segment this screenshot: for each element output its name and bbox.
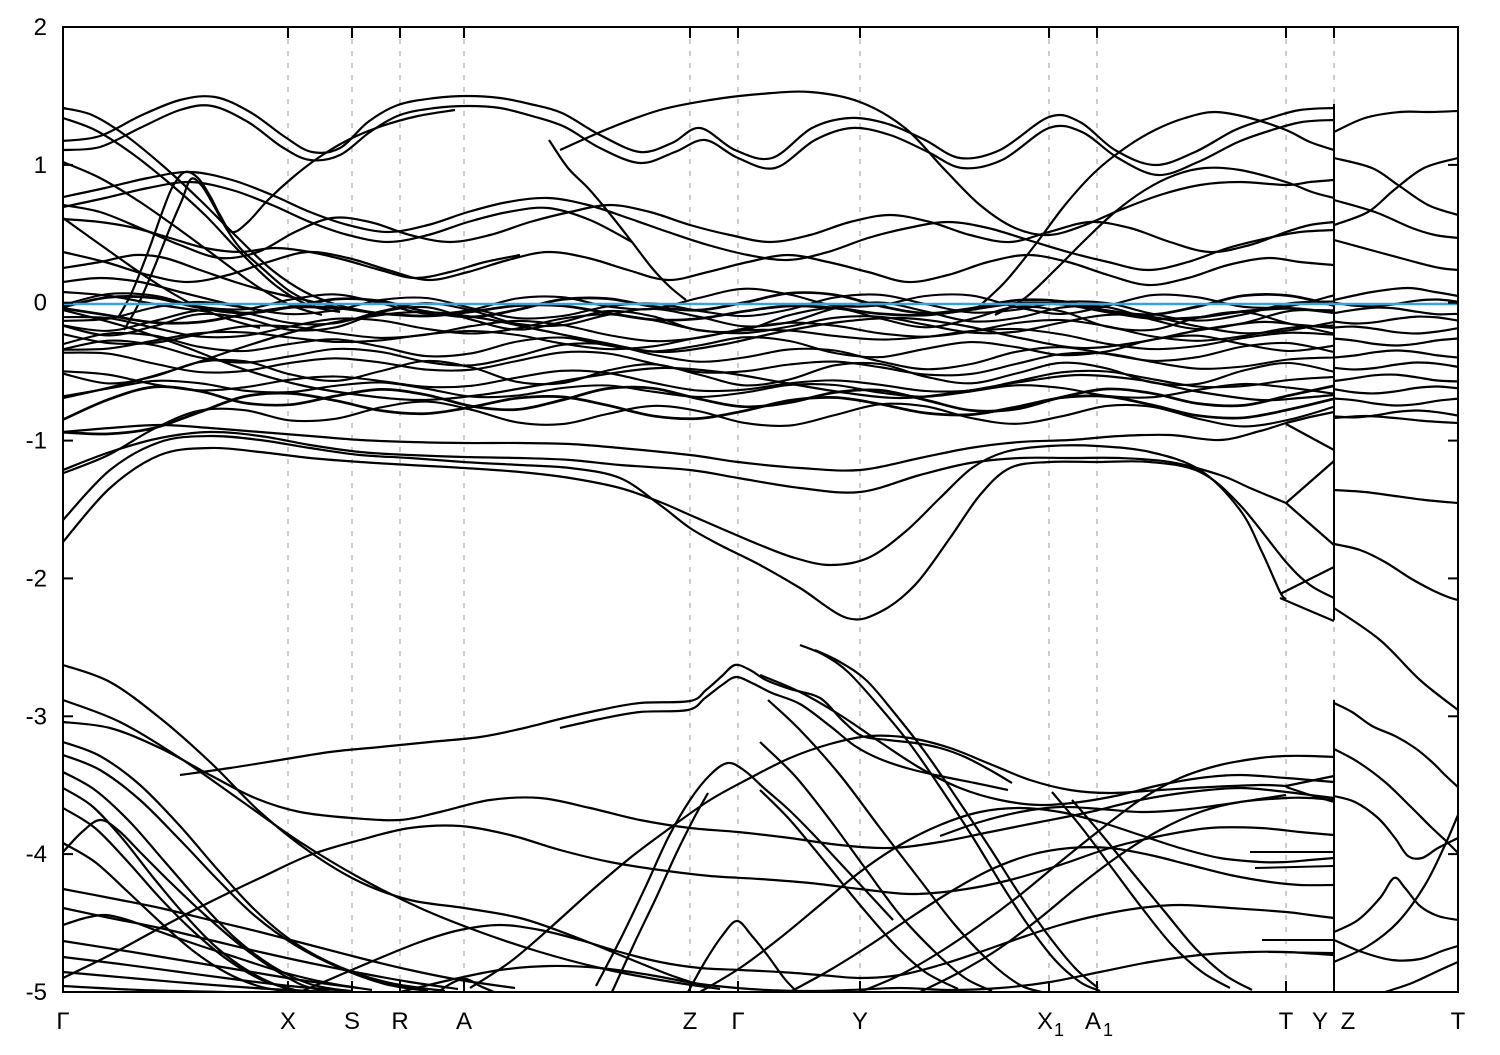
svg-text:X: X	[1037, 1008, 1053, 1035]
svg-text:-5: -5	[26, 979, 47, 1006]
svg-text:0: 0	[34, 290, 47, 317]
svg-text:T: T	[1451, 1008, 1466, 1035]
svg-text:-4: -4	[26, 841, 47, 868]
svg-text:S: S	[344, 1008, 360, 1035]
svg-text:1: 1	[1103, 1020, 1113, 1040]
svg-text:Y: Y	[1312, 1008, 1328, 1035]
svg-text:X: X	[280, 1008, 296, 1035]
svg-text:-2: -2	[26, 565, 47, 592]
svg-text:T: T	[1279, 1008, 1294, 1035]
svg-text:R: R	[391, 1008, 408, 1035]
svg-text:Γ: Γ	[731, 1008, 744, 1035]
svg-text:2: 2	[34, 14, 47, 41]
svg-text:-3: -3	[26, 703, 47, 730]
svg-text:A: A	[456, 1008, 472, 1035]
svg-text:-1: -1	[26, 428, 47, 455]
svg-text:Z: Z	[683, 1008, 698, 1035]
svg-text:1: 1	[1054, 1020, 1064, 1040]
svg-text:1: 1	[34, 152, 47, 179]
svg-text:A: A	[1085, 1008, 1101, 1035]
svg-text:Γ: Γ	[56, 1008, 69, 1035]
svg-text:Y: Y	[852, 1008, 868, 1035]
svg-text:Z: Z	[1341, 1008, 1356, 1035]
